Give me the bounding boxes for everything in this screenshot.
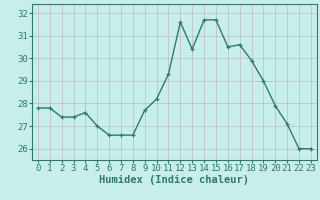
X-axis label: Humidex (Indice chaleur): Humidex (Indice chaleur) [100,175,249,185]
